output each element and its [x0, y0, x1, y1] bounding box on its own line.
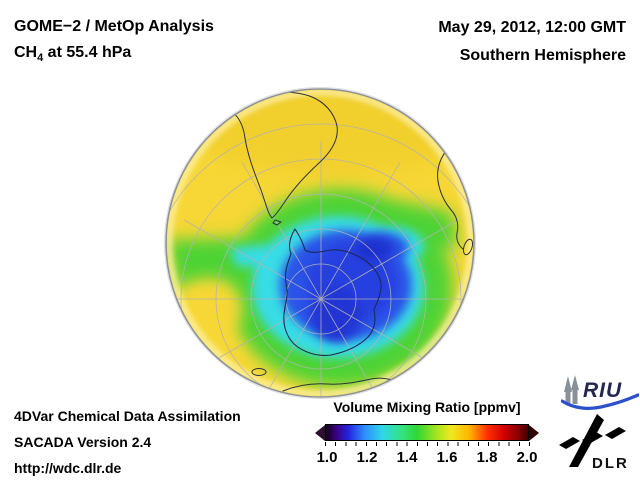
globe-limb-outer: [164, 87, 476, 399]
colorbar-min-arrow-icon: [315, 424, 325, 441]
colorbar-max-arrow-icon: [529, 424, 539, 441]
africa-outline: [437, 145, 464, 250]
credit-line-version: SACADA Version 2.4: [14, 434, 152, 450]
madagascar-outline: [462, 238, 474, 256]
globe-limb: [165, 88, 475, 398]
plot-subtitle: CH4 at 55.4 hPa: [14, 44, 132, 65]
antarctica-outline: [283, 228, 382, 356]
colorbar-tick-label: 1.6: [436, 449, 458, 466]
tierra-del-fuego-outline: [272, 219, 282, 226]
tasmania-outline: [251, 368, 267, 376]
plot-title: GOME−2 / MetOp Analysis: [14, 18, 214, 35]
plot-hemisphere: Southern Hemisphere: [459, 47, 626, 64]
riu-logo: RIU: [561, 375, 639, 410]
colorbar-tick-marks: [325, 442, 530, 446]
colorbar: [315, 424, 539, 441]
dlr-emblem-icon: [559, 414, 626, 467]
plot-datetime-block: May 29, 2012, 12:00 GMT Southern Hemisph…: [438, 14, 626, 70]
coastlines: [206, 91, 474, 392]
credit-line-assimilation: 4DVar Chemical Data Assimilation: [14, 408, 241, 424]
dlr-logo: DLR: [559, 414, 629, 472]
colorbar-tick-label: 1.2: [356, 449, 378, 466]
colorbar-tick-label: 1.4: [396, 449, 418, 466]
riu-logo-text: RIU: [583, 379, 622, 402]
colorbar-title: Volume Mixing Ratio [ppmv]: [333, 399, 521, 415]
colorbar-tick-labels: 1.0 1.2 1.4 1.6 1.8 2.0: [307, 449, 555, 467]
colorbar-tick-label: 1.8: [476, 449, 498, 466]
colorbar-gradient: [325, 424, 529, 441]
dlr-logo-text: DLR: [592, 455, 629, 472]
plot-title-block: GOME−2 / MetOp Analysis CH4 at 55.4 hPa: [14, 14, 214, 71]
colorbar-tick-label: 1.0: [316, 449, 338, 466]
riu-wave-icon: [561, 393, 639, 410]
australia-coast-outline: [282, 377, 400, 392]
credits-block: 4DVar Chemical Data Assimilation SACADA …: [14, 403, 241, 480]
credit-line-url: http://wdc.dlr.de: [14, 460, 122, 476]
cathedral-icon: [564, 375, 579, 404]
colorbar-tick-label: 2.0: [516, 449, 538, 466]
plot-datetime: May 29, 2012, 12:00 GMT: [438, 19, 626, 36]
